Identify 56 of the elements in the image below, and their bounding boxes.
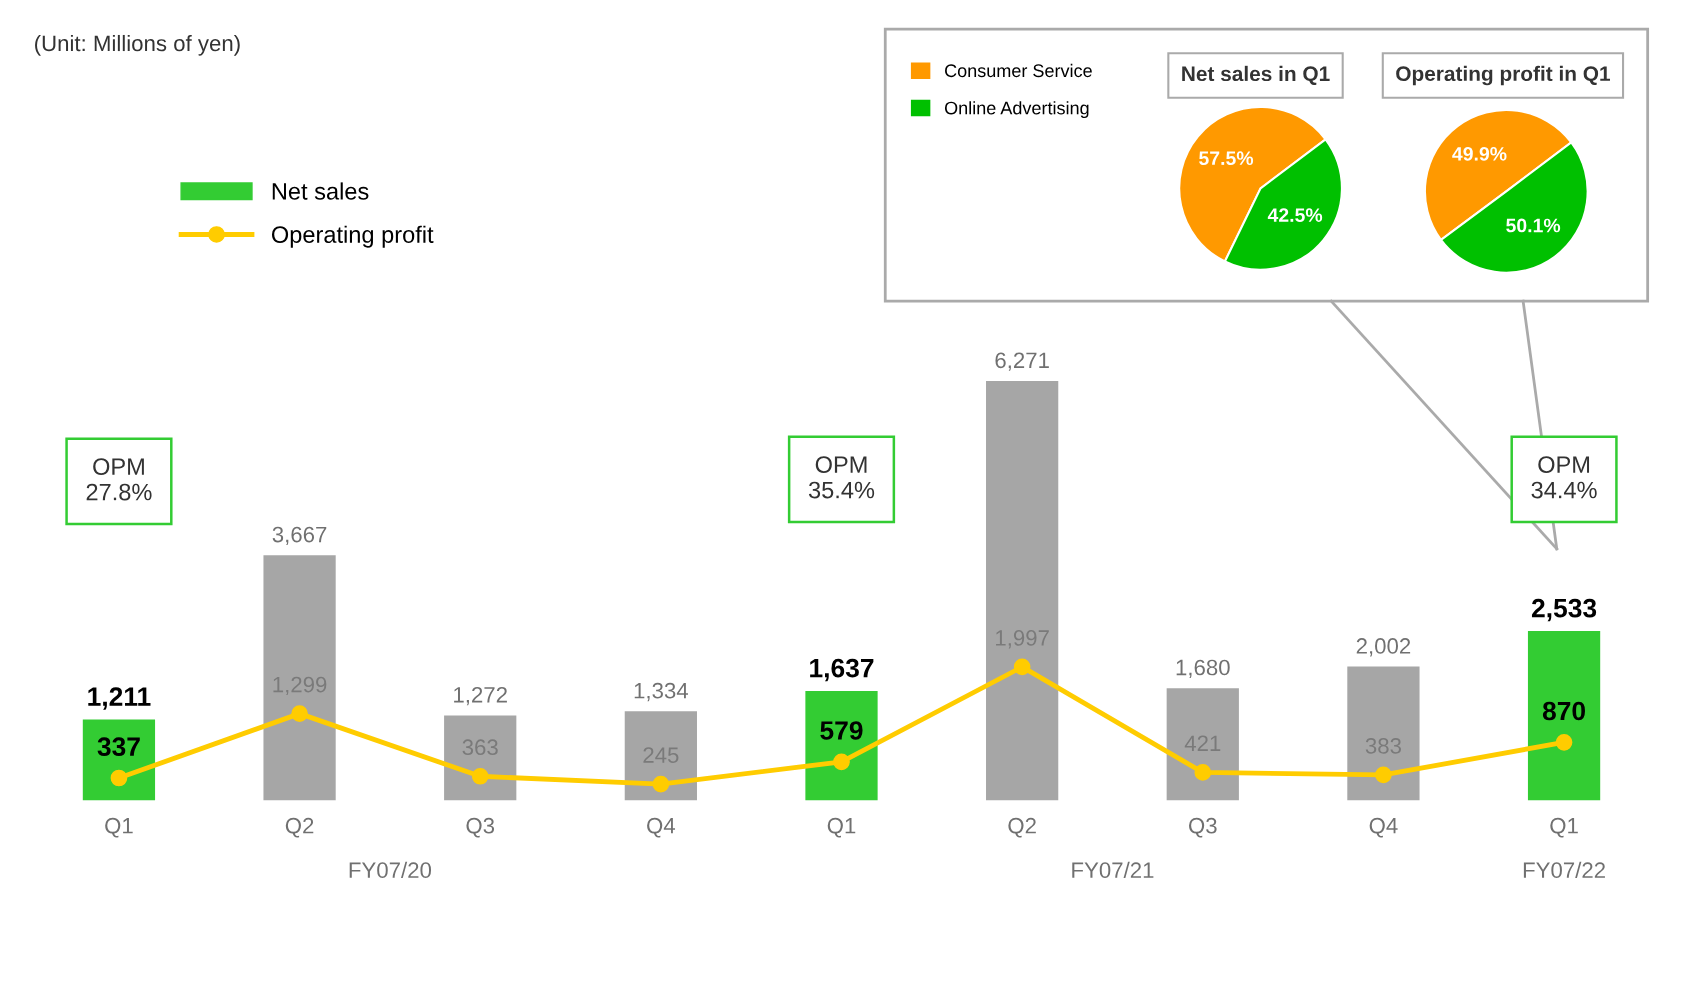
data-label: 49.9% [1452, 146, 1507, 161]
x-tick-label: Q1 [1550, 817, 1578, 838]
annotation: OPM 27.8% [86, 458, 152, 501]
text: FY07/20 [349, 861, 432, 879]
x-tick-label: Q3 [466, 817, 495, 838]
point [471, 767, 489, 785]
x-tick-label: Q4 [1369, 817, 1398, 838]
x-tick-label: Q4 [647, 817, 676, 838]
x-tick-label: Q2 [285, 817, 314, 838]
legend-label: Online Advertising [944, 101, 1089, 119]
bar [805, 691, 878, 801]
text: FY07/22 [1523, 861, 1605, 879]
annotation: OPM 35.4% [808, 456, 875, 499]
bar [1166, 688, 1239, 801]
bar [1527, 631, 1601, 801]
data-label: 1,637 [810, 658, 874, 682]
point [291, 705, 308, 722]
chart-title: Operating profit in Q1 [1396, 65, 1610, 86]
legend-label: Net sales [272, 182, 369, 200]
data-label: 6,271 [995, 352, 1049, 371]
point [652, 775, 670, 793]
data-label: 337 [97, 737, 140, 757]
point [1375, 766, 1392, 784]
annotation: OPM 34.4% [1531, 456, 1597, 499]
x-tick-label: Q3 [1189, 817, 1217, 838]
data-label: 50.1% [1506, 218, 1561, 233]
data-label: 57.5% [1199, 151, 1254, 166]
data-label: 2,002 [1356, 638, 1411, 657]
data-label: 1,334 [634, 682, 689, 702]
data-label: 870 [1542, 701, 1585, 721]
point [1194, 764, 1212, 781]
bar [1347, 666, 1420, 801]
data-label: 1,680 [1176, 659, 1230, 678]
point [1555, 734, 1573, 751]
x-tick-label: Q1 [827, 817, 856, 838]
x-tick-label: Q2 [1008, 817, 1036, 838]
data-label: 42.5% [1267, 208, 1323, 222]
data-label: 1,211 [88, 687, 151, 710]
bar [624, 711, 697, 801]
data-label: 1,272 [454, 686, 507, 706]
bar [263, 555, 336, 801]
point [833, 753, 850, 771]
legend-label: Consumer Service [945, 63, 1092, 78]
data-label: 579 [820, 721, 863, 740]
bar [82, 719, 156, 801]
x-tick-label: Q1 [105, 817, 133, 838]
data-label: 2,533 [1531, 598, 1597, 622]
bar [444, 715, 517, 801]
data-label: 3,667 [272, 526, 327, 546]
text: (Unit: Millions of yen) [35, 34, 240, 56]
point [1013, 658, 1031, 676]
text: FY07/21 [1072, 861, 1154, 879]
legend-label: Operating profit [271, 225, 434, 248]
point [110, 769, 128, 787]
chart-title: Net sales in Q1 [1182, 65, 1330, 86]
bar [986, 380, 1059, 801]
